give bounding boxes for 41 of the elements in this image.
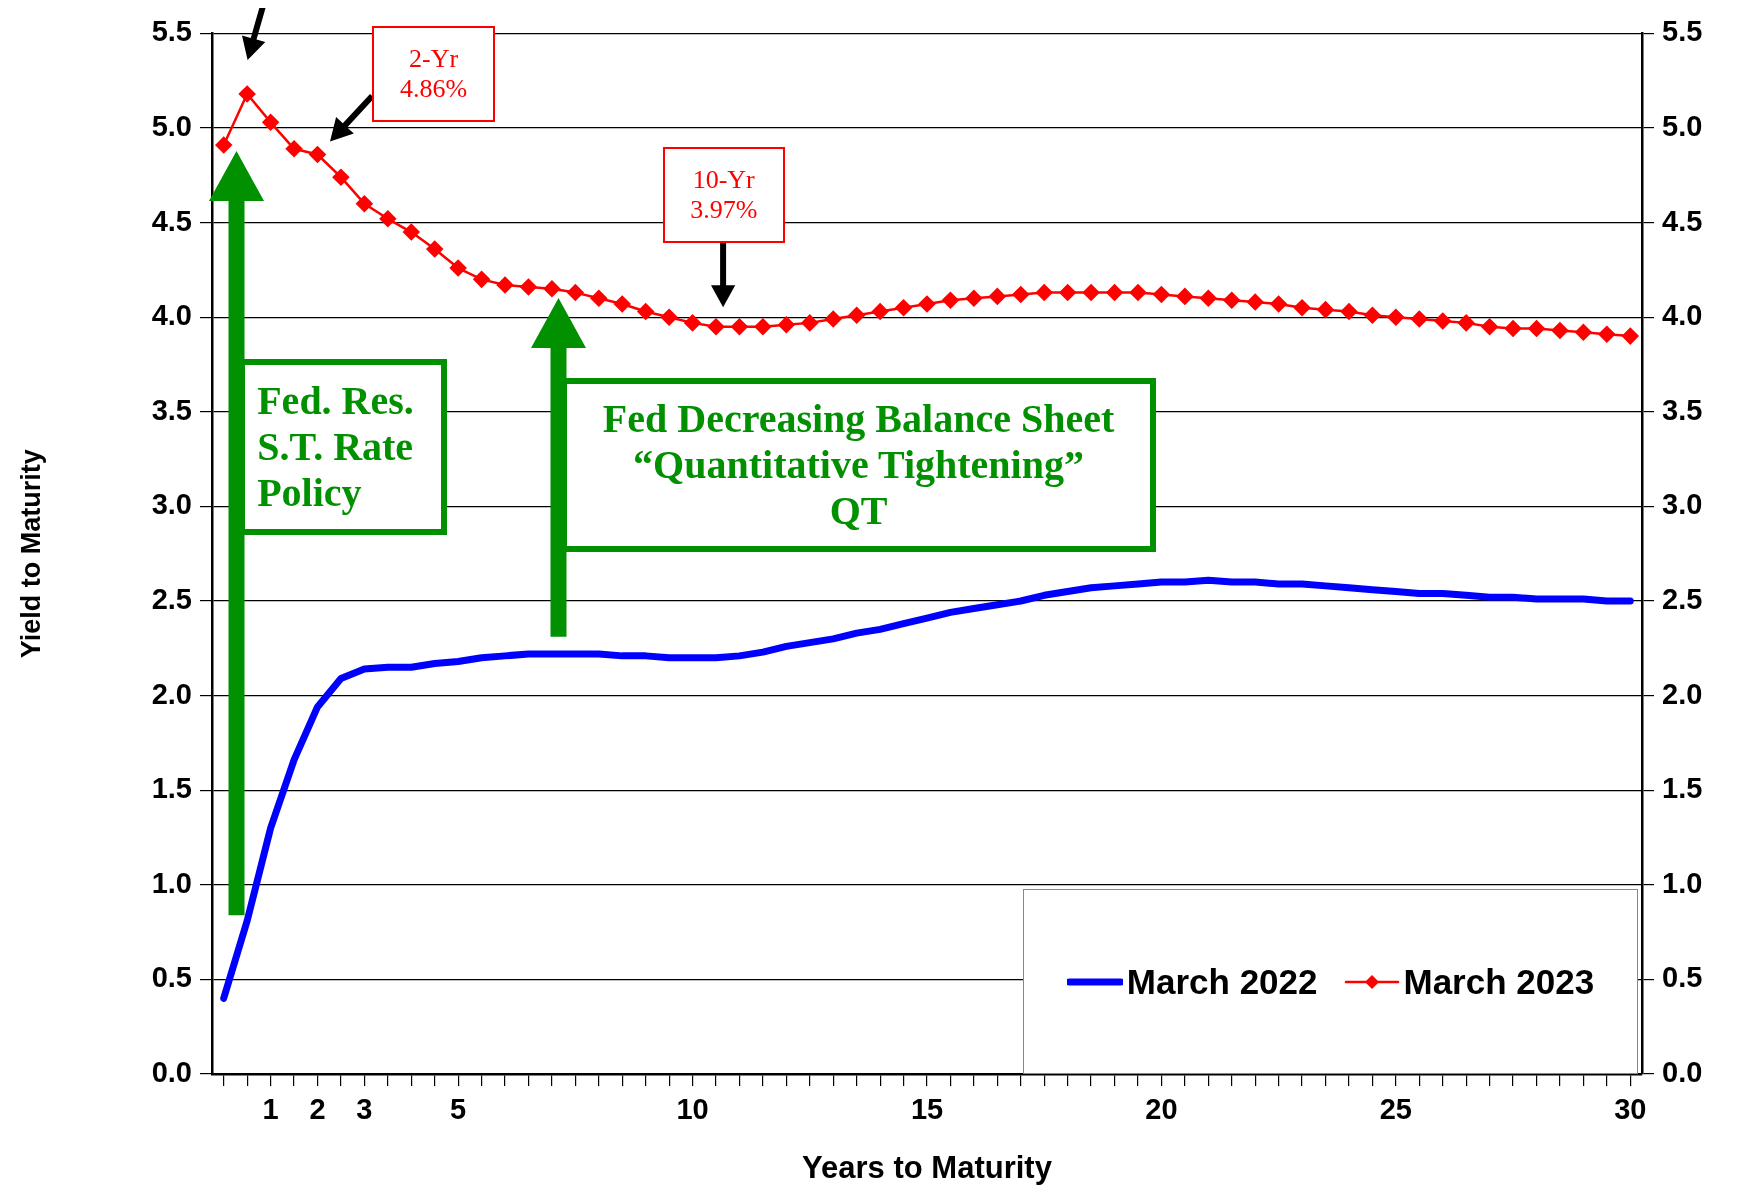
y-tick-label: 1.0 bbox=[151, 866, 192, 899]
y2-tick-label: 0.0 bbox=[1662, 1056, 1703, 1088]
y2-tick-label: 5.0 bbox=[1662, 110, 1703, 142]
y-tick-label: 1.5 bbox=[151, 772, 192, 805]
y-tick-label: 2.5 bbox=[151, 583, 192, 615]
y-tick-label: 3.0 bbox=[151, 488, 192, 521]
y-tick-label: 0.0 bbox=[151, 1056, 192, 1088]
y-tick-label: 5.5 bbox=[151, 15, 192, 48]
y2-tick-label: 1.5 bbox=[1662, 772, 1703, 805]
y2-tick-label: 0.5 bbox=[1662, 961, 1703, 994]
y2-tick-label: 5.5 bbox=[1662, 15, 1703, 48]
y2-tick-label: 2.0 bbox=[1662, 677, 1703, 710]
annotation: Fed. Res. S.T. Rate Policy bbox=[239, 358, 447, 535]
y2-tick-label: 3.5 bbox=[1662, 393, 1703, 426]
y2-tick-label: 4.0 bbox=[1662, 299, 1703, 332]
x-tick-label: 15 bbox=[910, 1093, 944, 1126]
y2-tick-label: 3.0 bbox=[1662, 488, 1703, 521]
x-tick-label: 20 bbox=[1145, 1093, 1178, 1126]
annotation: 2-Yr 4.86% bbox=[372, 25, 495, 123]
x-tick-label: 1 bbox=[262, 1093, 279, 1126]
y2-tick-label: 4.5 bbox=[1662, 204, 1703, 237]
y-tick-label: 4.0 bbox=[151, 299, 192, 332]
x-tick-label: 5 bbox=[450, 1093, 467, 1126]
x-axis-title: Years to Maturity bbox=[802, 1149, 1053, 1185]
y-tick-label: 0.5 bbox=[151, 961, 192, 994]
annotation: Fed Decreasing Balance Sheet “Quantitative Tightening” QT bbox=[561, 377, 1156, 552]
annotation: 10-Yr 3.97% bbox=[662, 146, 785, 244]
x-tick-label: 25 bbox=[1379, 1093, 1412, 1126]
x-tick-label: 3 bbox=[356, 1093, 373, 1126]
y-tick-label: 5.0 bbox=[151, 110, 192, 142]
y-tick-label: 3.5 bbox=[151, 393, 192, 426]
x-tick-label: 30 bbox=[1614, 1093, 1647, 1126]
y-tick-label: 4.5 bbox=[151, 204, 192, 237]
y-axis-title: Yield to Maturity bbox=[15, 449, 46, 659]
y2-tick-label: 2.5 bbox=[1662, 583, 1703, 615]
legend-label: March 2022 bbox=[1126, 961, 1318, 1002]
y2-tick-label: 1.0 bbox=[1662, 866, 1703, 899]
legend-label: March 2023 bbox=[1403, 961, 1595, 1002]
x-tick-label: 2 bbox=[309, 1093, 326, 1126]
x-tick-label: 10 bbox=[676, 1093, 709, 1126]
y-tick-label: 2.0 bbox=[151, 677, 192, 710]
